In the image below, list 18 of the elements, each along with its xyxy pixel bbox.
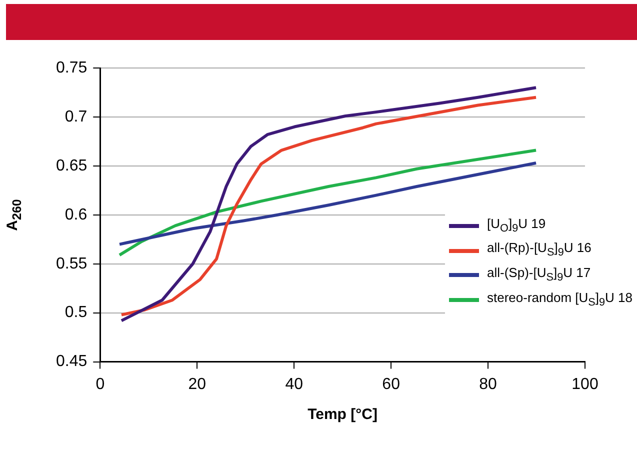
legend-label: all-(Rp)-[U$_{S}$]$_{9}$U 16 [487,239,592,261]
x-tick-label: 100 [572,376,598,393]
y-tick-label: 0.7 [64,108,88,126]
y-tick-label: 0.45 [56,353,88,370]
y-tick-label: 0.55 [56,255,88,272]
y-tick-label: 0.5 [64,304,88,322]
y-tick-label: 0.75 [56,59,88,76]
x-tick-label: 20 [188,376,206,393]
y-tick-label: 0.6 [64,206,88,224]
legend-label: stereo-random [U$_{S}$]$_{9}$U 18 [487,288,633,310]
x-tick-label: 60 [382,376,400,393]
x-tick-label: 0 [96,376,105,393]
x-tick-label: 80 [479,376,498,393]
x-axis-title: Temp [°C] [308,406,378,423]
y-tick-label: 0.65 [56,157,88,174]
legend-label: all-(Sp)-[U$_{S}$]$_{9}$U 17 [487,264,591,286]
legend-label: [U$_{O}$]$_{9}$U 19 [487,214,546,236]
x-tick-label: 40 [285,376,304,393]
